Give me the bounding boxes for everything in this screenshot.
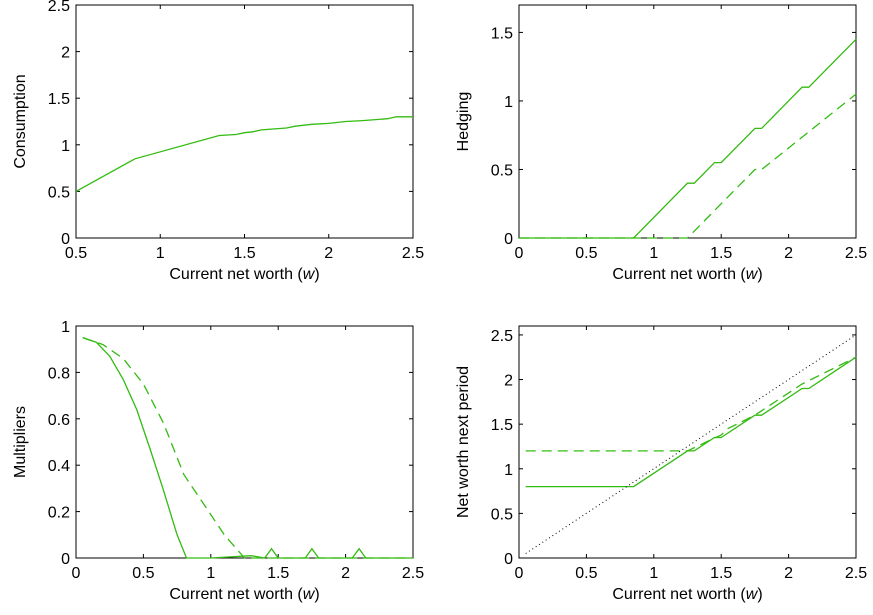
chart-3-plot-area — [518, 325, 857, 559]
chart-0-plot-area — [75, 4, 414, 239]
chart-2-y-tick-label: 0.4 — [48, 458, 70, 475]
chart-1-x-axis-label: Current net worth (w) — [612, 266, 762, 283]
chart-1-x-axis-label-text: Current net worth ( — [612, 266, 746, 283]
chart-3-series-solid-line — [525, 356, 857, 488]
chart-3-x-tick-label: 1.5 — [710, 565, 732, 582]
chart-3-x-tick-label: 0 — [515, 565, 524, 582]
chart-3-y-tick-label: 2 — [504, 373, 513, 390]
chart-2-x-tick-label: 1 — [206, 565, 215, 582]
chart-0-x-tick-label: 1.5 — [233, 245, 255, 262]
chart-1-y-tick-label: 0.5 — [491, 162, 513, 179]
chart-3-y-tick-label: 1.5 — [491, 417, 513, 434]
chart-1-y-tick-label: 1.5 — [491, 25, 513, 42]
chart-1-y-tick-label: 0 — [504, 231, 513, 248]
chart-0-x-tick-label: 2 — [324, 245, 333, 262]
chart-0-y-tick-label: 2 — [61, 45, 70, 62]
chart-2-y-tick-label: 0.2 — [48, 505, 70, 522]
chart-3-series-dashed-line — [525, 356, 857, 452]
panel-net-worth-next-period: 0 0.5 1 1.5 2 2.5 0 0.5 1 1.5 2 2.5 Current net wort… — [455, 325, 867, 603]
chart-2-y-tick-label: 0 — [61, 551, 70, 568]
chart-3-y-tick-label: 1 — [504, 462, 513, 479]
chart-2-x-axis-label-text: Current net worth ( — [169, 586, 303, 603]
chart-0-x-axis-label-tail: ) — [314, 266, 319, 283]
chart-0-x-axis-label-text: Current net worth ( — [169, 266, 303, 283]
chart-0-y-tick-label: 0.5 — [48, 184, 70, 201]
chart-0-x-tick-label: 2.5 — [402, 245, 424, 262]
chart-2-x-axis-label-variable: w — [303, 586, 316, 603]
chart-0-y-tick-label: 0 — [61, 231, 70, 248]
chart-3-x-tick-label: 2.5 — [845, 565, 867, 582]
chart-0-x-axis-label-variable: w — [303, 266, 316, 283]
chart-0-series-solid-line — [75, 116, 413, 192]
chart-2-y-axis-label: Multipliers — [12, 406, 29, 478]
chart-2-x-tick-label: 2 — [341, 565, 350, 582]
chart-3-x-tick-label: 2 — [784, 565, 793, 582]
chart-3-y-tick-label: 0.5 — [491, 506, 513, 523]
chart-2-x-axis-label-tail: ) — [314, 586, 319, 603]
chart-2-x-tick-label: 0 — [72, 565, 81, 582]
chart-0-y-tick-label: 2.5 — [48, 0, 70, 15]
chart-0-x-axis-label: Current net worth (w) — [169, 266, 319, 283]
panel-multipliers: 0 0.5 1 1.5 2 2.5 0 0.2 0.4 0.6 0.8 1 Current net wo… — [12, 319, 424, 603]
chart-3-x-axis-label-tail: ) — [757, 586, 762, 603]
panel-hedging: 0 0.5 1 1.5 2 2.5 0 0.5 1 1.5 Current net worth (w… — [455, 4, 867, 283]
chart-2-x-tick-label: 0.5 — [132, 565, 154, 582]
chart-1-x-tick-label: 0.5 — [575, 245, 597, 262]
chart-1-x-tick-label: 2.5 — [845, 245, 867, 262]
chart-2-y-tick-label: 0.6 — [48, 412, 70, 429]
chart-1-series-solid-line — [519, 38, 857, 239]
chart-2-x-axis-label: Current net worth (w) — [169, 586, 319, 603]
chart-0-y-tick-label: 1.5 — [48, 91, 70, 108]
chart-1-x-tick-label: 2 — [784, 245, 793, 262]
chart-0-x-tick-label: 1 — [156, 245, 165, 262]
chart-0-y-tick-label: 1 — [61, 138, 70, 155]
chart-1-x-tick-label: 0 — [515, 245, 524, 262]
chart-1-plot-area — [518, 4, 857, 239]
chart-2-plot-area — [75, 325, 414, 559]
chart-3-y-tick-label: 0 — [504, 551, 513, 568]
chart-3-x-axis-label-text: Current net worth ( — [612, 586, 746, 603]
chart-1-x-tick-label: 1.5 — [710, 245, 732, 262]
chart-1-x-tick-label: 1 — [649, 245, 658, 262]
chart-3-x-tick-label: 1 — [649, 565, 658, 582]
chart-3-x-axis-label-variable: w — [746, 586, 759, 603]
chart-3-x-tick-label: 0.5 — [575, 565, 597, 582]
chart-2-y-tick-label: 1 — [61, 319, 70, 336]
chart-1-y-tick-label: 1 — [504, 94, 513, 111]
chart-0-y-axis-label: Consumption — [12, 74, 29, 168]
chart-3-x-axis-label: Current net worth (w) — [612, 586, 762, 603]
chart-1-series-dashed-line — [519, 93, 857, 239]
chart-2-series-dashed-line — [82, 336, 413, 559]
chart-3-y-axis-label: Net worth next period — [455, 366, 472, 518]
chart-1-x-axis-label-tail: ) — [757, 266, 762, 283]
chart-3-y-tick-label: 2.5 — [491, 328, 513, 345]
chart-0-x-tick-label: 0.5 — [65, 245, 87, 262]
chart-1-x-axis-label-variable: w — [746, 266, 759, 283]
chart-2-y-tick-label: 0.8 — [48, 365, 70, 382]
chart-2-x-tick-label: 2.5 — [402, 565, 424, 582]
chart-2-x-tick-label: 1.5 — [267, 565, 289, 582]
chart-1-y-axis-label: Hedging — [455, 92, 472, 152]
